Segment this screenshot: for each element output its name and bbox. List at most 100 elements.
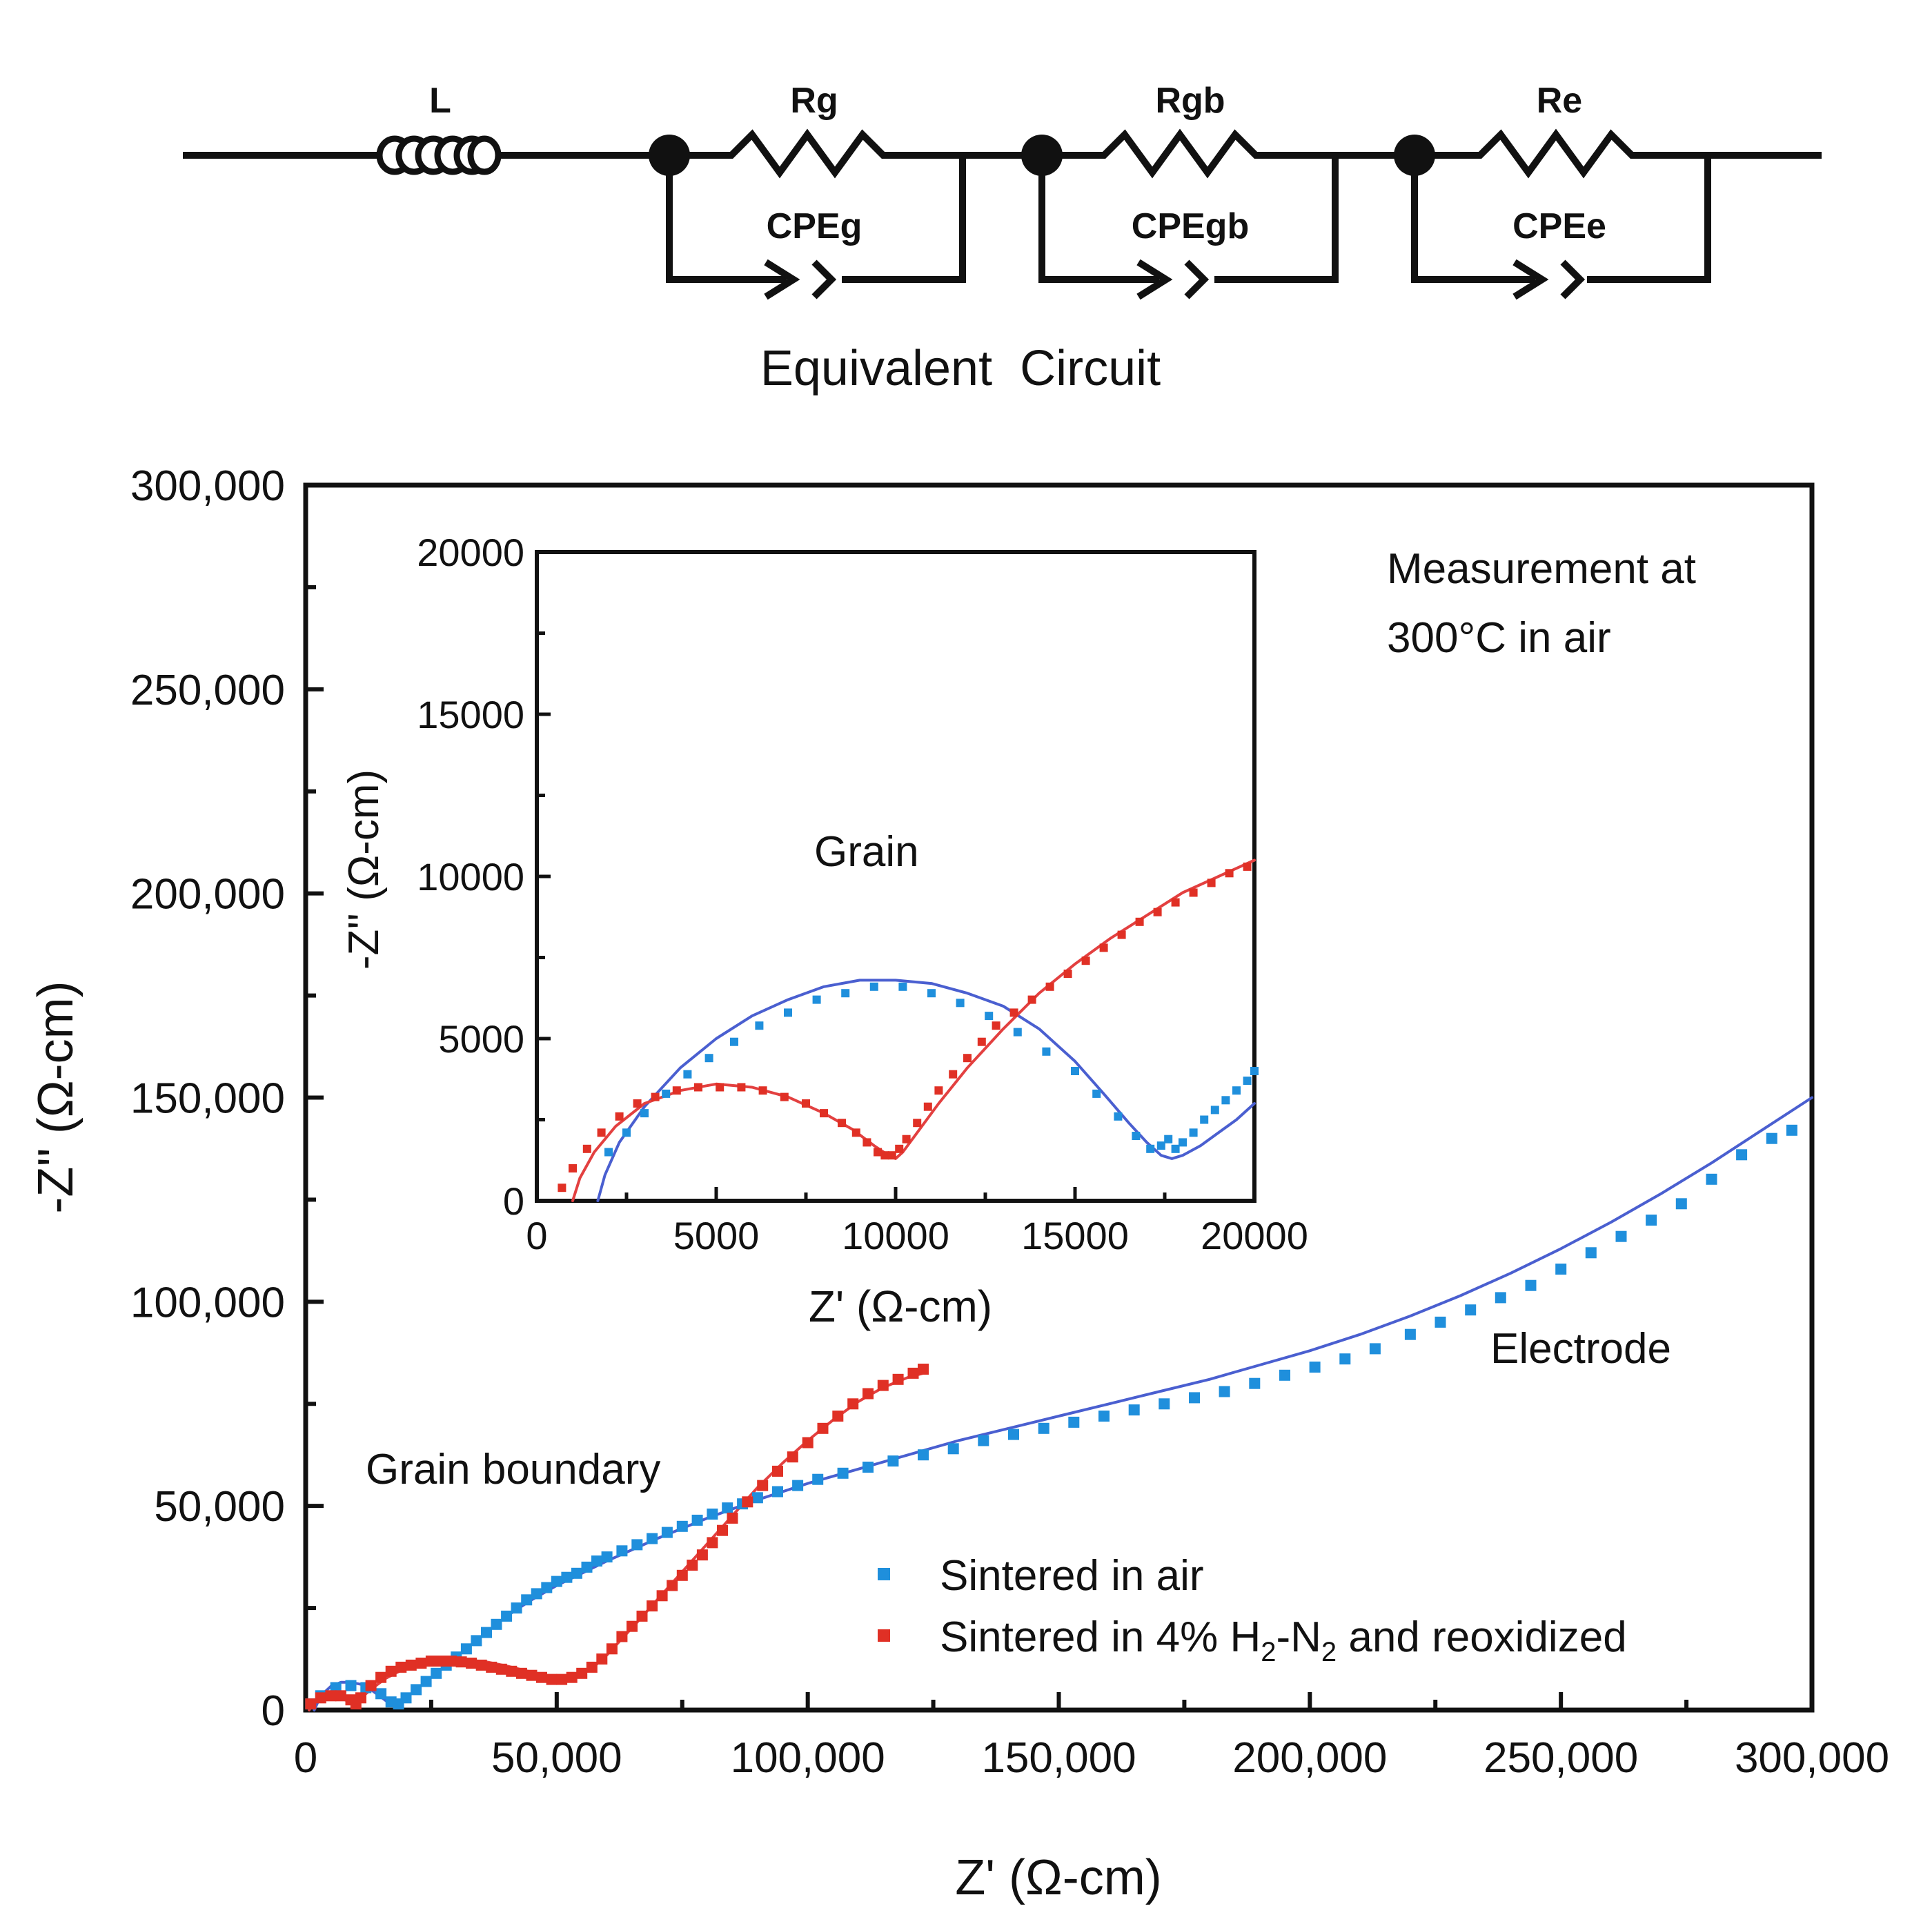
data-point-air (471, 1635, 482, 1647)
data-point-air (1465, 1304, 1477, 1316)
y-tick-label: 20000 (417, 531, 524, 574)
data-point-reduced (597, 1128, 606, 1137)
data-point-reduced (727, 1512, 738, 1524)
data-point-air (869, 982, 878, 991)
data-point-reduced (651, 1092, 660, 1101)
data-point-air (1200, 1115, 1209, 1124)
inset-ticks: 0 5000 10000 15000 20000 0 5000 10000 15000 20000 (417, 531, 1308, 1257)
x-tick-label: 200,000 (1232, 1734, 1387, 1782)
data-point-reduced (851, 1128, 860, 1137)
data-point-reduced (325, 1690, 337, 1702)
x-tick-label: 15000 (1021, 1214, 1129, 1257)
data-point-reduced (687, 1560, 698, 1571)
data-point-reduced (992, 1021, 1000, 1030)
data-point-reduced (742, 1496, 753, 1508)
inset-chart: 0 5000 10000 15000 20000 0 5000 10000 15000 20000… (340, 531, 1308, 1331)
data-point-air (591, 1555, 602, 1567)
data-point-reduced (556, 1673, 568, 1685)
data-point-air (1786, 1124, 1797, 1136)
data-point-air (1766, 1132, 1777, 1144)
data-point-air (491, 1618, 502, 1630)
legend-marker-reduced (878, 1629, 890, 1642)
data-point-air (1189, 1128, 1198, 1137)
data-point-reduced (862, 1388, 874, 1400)
data-point-reduced (949, 1070, 958, 1079)
data-point-air (1309, 1362, 1321, 1373)
data-point-reduced (633, 1099, 642, 1108)
cpe-e-wire (1411, 155, 1535, 283)
x-tick-label: 300,000 (1735, 1734, 1889, 1782)
data-point-air (918, 1449, 929, 1461)
data-point-reduced (802, 1099, 810, 1108)
data-point-reduced (772, 1465, 783, 1477)
cpe-e-symbol (1512, 259, 1549, 300)
rg-label: Rg (790, 81, 838, 121)
data-point-air (683, 1070, 692, 1079)
data-point-reduced (1063, 970, 1072, 978)
data-point-reduced (880, 1151, 889, 1160)
data-point-reduced (647, 1600, 658, 1612)
measurement-note-line1: Measurement at (1387, 545, 1696, 593)
data-point-reduced (435, 1656, 447, 1667)
data-point-air (1646, 1215, 1657, 1226)
data-point-reduced (558, 1184, 566, 1192)
data-point-reduced (717, 1524, 728, 1536)
data-point-air (1219, 1386, 1230, 1397)
rc-block-grain-boundary: Rgb CPEgb (1021, 81, 1339, 300)
equivalent-circuit: L Rg CPEg Rgb CPEgb (183, 81, 1822, 396)
data-point-air (551, 1575, 562, 1587)
main-x-axis-title: Z' (Ω-cm) (955, 1850, 1161, 1905)
data-point-reduced (495, 1663, 507, 1675)
data-point-reduced (1171, 898, 1180, 907)
y-tick-label: 150,000 (130, 1075, 285, 1123)
data-point-air (581, 1561, 593, 1573)
data-point-air (631, 1539, 643, 1551)
data-point-reduced (758, 1086, 767, 1095)
data-point-reduced (1189, 888, 1198, 897)
y-tick-label: 5000 (438, 1017, 524, 1061)
data-point-air (1243, 1077, 1252, 1086)
data-point-air (541, 1582, 553, 1593)
data-point-reduced (1027, 995, 1036, 1004)
data-point-air (571, 1567, 582, 1579)
y-tick-label: 200,000 (130, 871, 285, 919)
data-point-reduced (466, 1658, 477, 1669)
data-point-air (511, 1602, 522, 1614)
data-point-air (400, 1692, 412, 1704)
data-point-air (772, 1486, 783, 1498)
main-y-axis-title: -Z'' (Ω-cm) (28, 981, 83, 1213)
data-point-reduced (895, 1144, 904, 1153)
data-point-air (662, 1089, 671, 1098)
data-point-reduced (455, 1656, 467, 1668)
data-point-reduced (586, 1661, 598, 1673)
data-point-air (1736, 1149, 1748, 1161)
data-point-reduced (582, 1144, 591, 1153)
cpeg-label: CPEg (767, 206, 862, 246)
rgb-label: Rgb (1155, 81, 1225, 121)
data-point-reduced (887, 1151, 896, 1160)
cpe-gb-symbol-b (1184, 259, 1210, 300)
data-point-reduced (1135, 917, 1144, 926)
data-point-air (898, 982, 907, 991)
data-point-reduced (672, 1086, 681, 1095)
data-point-reduced (963, 1054, 972, 1063)
x-tick-label: 150,000 (981, 1734, 1136, 1782)
data-point-air (420, 1676, 432, 1687)
x-tick-label: 50,000 (491, 1734, 622, 1782)
data-point-air (1615, 1230, 1627, 1242)
data-point-reduced (977, 1037, 986, 1046)
data-point-air (1008, 1429, 1019, 1440)
data-point-air (1013, 1028, 1022, 1037)
data-point-reduced (787, 1451, 798, 1463)
data-point-air (730, 1037, 738, 1046)
inductor-symbol (376, 135, 502, 175)
data-point-reduced (913, 1119, 922, 1128)
data-point-air (707, 1509, 718, 1520)
data-point-air (1098, 1411, 1110, 1422)
data-point-reduced (817, 1422, 829, 1434)
data-point-air (1092, 1089, 1101, 1098)
data-point-air (481, 1627, 492, 1638)
data-point-reduced (569, 1164, 577, 1172)
data-point-air (704, 1054, 713, 1063)
rc-block-grain: Rg CPEg (649, 81, 966, 300)
